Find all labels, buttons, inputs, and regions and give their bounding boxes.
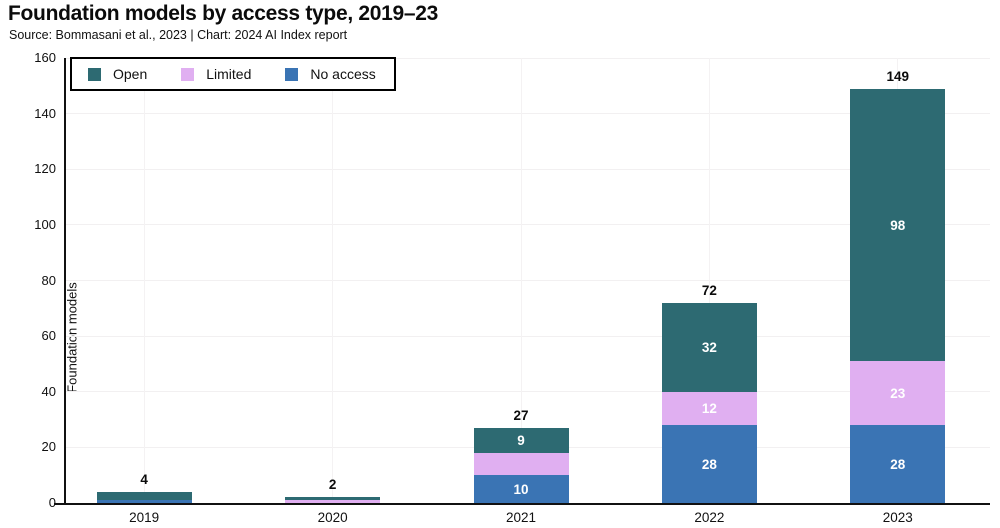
legend: Open Limited No access xyxy=(70,57,396,91)
bar-segment-limited xyxy=(850,361,946,426)
h-gridline xyxy=(66,335,990,337)
x-tick-label: 2023 xyxy=(882,510,913,525)
plot-area: Foundation models 10 9 28 12 32 28 23 98 0 20 40 6… xyxy=(34,50,990,525)
h-gridline xyxy=(66,224,990,226)
y-axis-line xyxy=(64,58,66,503)
chart-source: Source: Bommasani et al., 2023 | Chart: … xyxy=(9,28,348,42)
bar-segment-limited xyxy=(285,500,381,503)
h-gridline xyxy=(66,168,990,170)
h-gridline xyxy=(66,113,990,115)
bar-segment-no_access xyxy=(850,425,946,503)
x-tick-label: 2019 xyxy=(129,510,160,525)
h-gridline xyxy=(66,391,990,393)
legend-swatch-icon xyxy=(285,67,299,81)
segment-value-label: 98 xyxy=(890,217,906,233)
bar-2020 xyxy=(285,497,381,503)
bar-total-label: 4 xyxy=(140,471,148,487)
bar-total-label: 2 xyxy=(328,477,337,493)
x-tick-label: 2022 xyxy=(694,510,725,525)
bar-segment-limited xyxy=(473,452,569,476)
legend-item-no_access: No access xyxy=(285,66,376,82)
bar-segment-open xyxy=(661,302,757,392)
segment-value-label: 23 xyxy=(890,386,906,402)
bar-2023: 28 23 98 xyxy=(850,88,946,503)
x-tick-label: 2020 xyxy=(317,510,348,525)
segment-value-label: 28 xyxy=(701,457,717,473)
y-tick-label: 160 xyxy=(34,50,56,65)
y-tick-label: 80 xyxy=(41,272,56,288)
bar-segment-open xyxy=(285,497,381,501)
h-gridline xyxy=(66,280,990,281)
bar-2022: 28 12 32 xyxy=(661,302,757,503)
bar-2021: 10 9 xyxy=(473,427,569,503)
y-tick-label: 20 xyxy=(41,439,56,455)
x-axis-line xyxy=(54,503,990,505)
chart-title: Foundation models by access type, 2019–2… xyxy=(8,2,439,25)
segment-value-label: 9 xyxy=(517,433,525,449)
y-axis-title: Foundation models xyxy=(64,282,80,393)
x-tick-label: 2021 xyxy=(505,510,537,525)
legend-item-limited: Limited xyxy=(181,66,251,82)
bar-segment-no_access xyxy=(661,425,757,503)
legend-label: Open xyxy=(113,66,148,82)
bar-segment-no_access xyxy=(473,475,569,503)
legend-label: No access xyxy=(310,66,376,82)
bar-total-label: 72 xyxy=(701,282,717,298)
y-tick-label: 0 xyxy=(48,495,56,510)
bar-segment-limited xyxy=(661,391,757,426)
y-tick-label: 40 xyxy=(41,383,56,399)
segment-value-label: 28 xyxy=(890,457,906,473)
legend-swatch-icon xyxy=(181,67,195,81)
segment-value-label: 32 xyxy=(701,340,717,356)
y-tick-label: 140 xyxy=(34,105,56,121)
y-tick-label: 120 xyxy=(34,161,56,177)
h-gridline xyxy=(66,57,990,59)
v-gridline xyxy=(332,58,334,503)
v-gridline xyxy=(520,58,522,503)
y-tick-label: 100 xyxy=(34,216,56,232)
legend-swatch-icon xyxy=(88,67,101,81)
bar-segment-open xyxy=(473,427,569,453)
bar-total-label: 27 xyxy=(513,407,529,423)
bar-segment-open xyxy=(96,491,192,501)
bar-segment-no_access xyxy=(96,500,192,503)
segment-value-label: 12 xyxy=(701,401,717,417)
bar-segment-open xyxy=(850,88,946,362)
v-gridline xyxy=(143,58,145,503)
legend-label: Limited xyxy=(206,66,252,82)
legend-item-open: Open xyxy=(88,66,147,82)
v-gridline xyxy=(708,58,710,503)
segment-value-label: 10 xyxy=(513,482,529,498)
bar-2019 xyxy=(96,491,192,503)
y-tick-label: 60 xyxy=(41,328,56,344)
bar-total-label: 149 xyxy=(886,68,910,84)
